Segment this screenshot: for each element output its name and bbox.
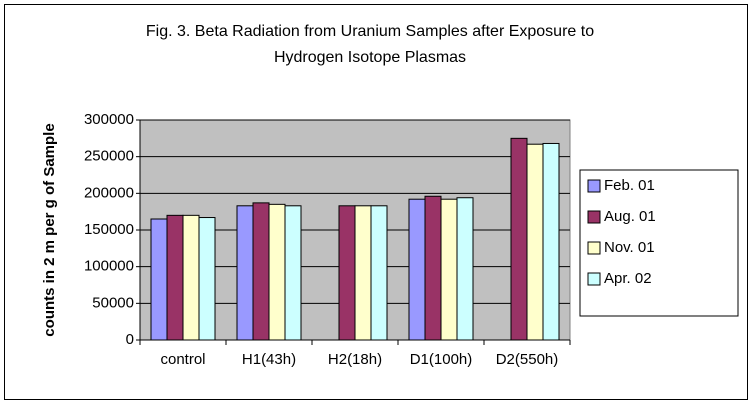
legend-label: Aug. 01 <box>604 208 656 225</box>
bar <box>268 203 286 341</box>
bar <box>338 205 356 341</box>
y-tick-label: 250000 <box>84 148 134 165</box>
bar <box>440 198 458 341</box>
legend-swatch <box>587 179 601 193</box>
bar <box>510 137 528 341</box>
bar <box>354 205 372 341</box>
x-tick-label: H1(43h) <box>242 351 296 368</box>
legend-swatch <box>587 272 601 286</box>
chart-title: Fig. 3. Beta Radiation from Uranium Samp… <box>146 23 594 66</box>
x-tick-label: D2(550h) <box>496 351 559 368</box>
bar <box>526 143 544 341</box>
y-tick-label: 0 <box>126 331 134 348</box>
bar <box>252 202 270 341</box>
legend-swatch <box>587 210 601 224</box>
legend-label: Nov. 01 <box>604 239 655 256</box>
bar <box>370 205 388 341</box>
x-tick-label: H2(18h) <box>328 351 382 368</box>
legend-swatch <box>587 241 601 255</box>
bar <box>236 205 254 341</box>
bar <box>542 142 560 341</box>
bar <box>198 217 216 341</box>
y-tick-label: 50000 <box>92 294 134 311</box>
bar <box>456 197 474 341</box>
y-tick-label: 100000 <box>84 258 134 275</box>
y-tick-label: 300000 <box>84 111 134 128</box>
bar <box>408 198 426 341</box>
y-tick-label: 150000 <box>84 221 134 238</box>
legend-label: Feb. 01 <box>604 177 655 194</box>
x-tick-label: D1(100h) <box>410 351 473 368</box>
bar <box>182 214 200 341</box>
bar <box>424 195 442 341</box>
legend-label: Apr. 02 <box>604 270 652 287</box>
bar <box>284 205 302 341</box>
bar <box>166 214 184 341</box>
x-tick-label: control <box>160 351 205 368</box>
y-axis-label: counts in 2 m per g of Sample <box>41 123 58 336</box>
bar <box>150 218 168 341</box>
legend-box <box>579 169 739 317</box>
y-tick-label: 200000 <box>84 184 134 201</box>
